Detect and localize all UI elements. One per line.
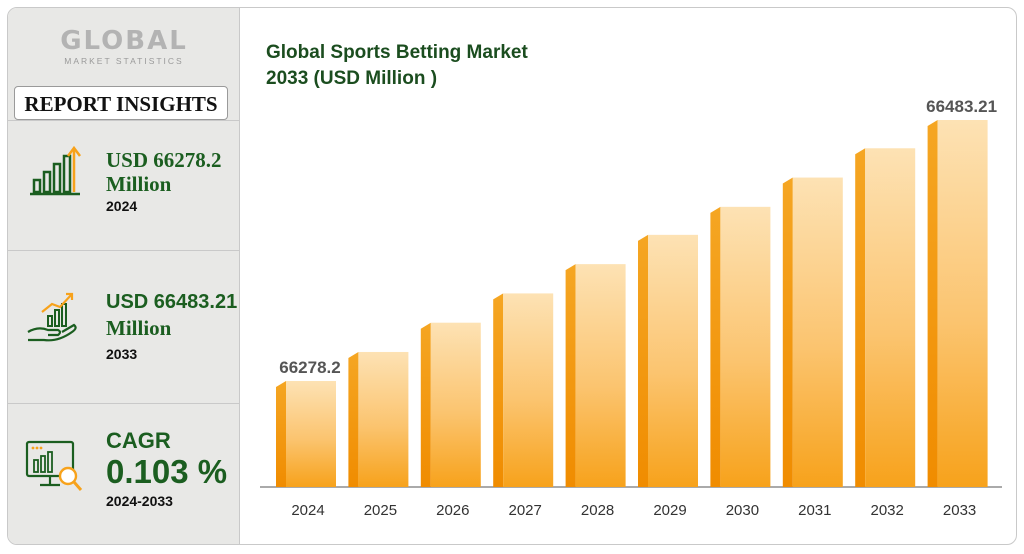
cagr-label: CAGR xyxy=(106,428,171,453)
chart-title-line-1: Global Sports Betting Market xyxy=(266,42,528,63)
stat-value: USD 66483.21 xyxy=(106,291,238,313)
bar-face xyxy=(575,264,626,487)
x-tick-label: 2027 xyxy=(509,502,542,519)
bar-2032 xyxy=(855,148,916,487)
stat-year: 2024 xyxy=(106,198,138,214)
bar-face xyxy=(648,234,698,487)
x-tick-label: 2028 xyxy=(581,502,614,519)
bar-2025 xyxy=(348,351,409,487)
x-tick-label: 2026 xyxy=(436,502,469,519)
stat-cagr: CAGR 0.103 % 2024-2033 xyxy=(106,428,228,510)
bar-side xyxy=(276,381,286,487)
bar-face xyxy=(430,322,481,487)
x-tick-label: 2029 xyxy=(653,502,686,519)
bar-face xyxy=(503,293,554,487)
bar-side xyxy=(348,351,359,487)
bar-side xyxy=(927,120,938,487)
chart-title: Global Sports Betting Market 2033 (USD M… xyxy=(266,40,528,92)
bar-side xyxy=(565,264,576,487)
stat-value: USD 66278.2 xyxy=(106,148,222,172)
x-tick-label: 2032 xyxy=(871,502,904,519)
report-insights-heading: REPORT INSIGHTS xyxy=(14,86,228,120)
monitor-analytics-icon xyxy=(25,440,83,491)
brand-name: GLOBAL xyxy=(60,26,188,56)
bar-2030 xyxy=(710,206,771,487)
bar-2028 xyxy=(565,264,626,487)
bar-face xyxy=(937,120,988,487)
x-tick-label: 2033 xyxy=(943,502,976,519)
bar-side xyxy=(710,206,721,487)
data-label: 66278.2 xyxy=(279,358,340,377)
bar-face xyxy=(286,381,336,487)
cagr-period: 2024-2033 xyxy=(106,493,173,509)
divider xyxy=(8,403,240,404)
bar-face xyxy=(720,206,771,487)
stat-end-value: USD 66483.21 Million 2033 xyxy=(106,290,237,362)
x-tick-label: 2024 xyxy=(291,502,324,519)
bar-side xyxy=(855,148,866,487)
chart-title-line-2: 2033 (USD Million ) xyxy=(266,68,438,89)
bar-side xyxy=(782,177,793,487)
bar-face xyxy=(865,148,916,487)
bar-face xyxy=(792,177,843,487)
bar-2033 xyxy=(927,120,988,487)
x-tick-label: 2031 xyxy=(798,502,831,519)
x-tick-label: 2030 xyxy=(726,502,759,519)
stat-unit: Million xyxy=(106,316,172,340)
bar-2031 xyxy=(782,177,843,487)
divider xyxy=(8,250,240,251)
cagr-value: 0.103 % xyxy=(106,453,228,490)
data-label: 66483.21 xyxy=(926,97,997,116)
brand-logo: GLOBAL MARKET STATISTICS xyxy=(8,26,240,66)
bar-side xyxy=(420,322,431,487)
bar-side xyxy=(638,234,648,487)
bar-2027 xyxy=(493,293,554,487)
bar-2024 xyxy=(276,381,336,487)
bar-2026 xyxy=(420,322,481,487)
bar-face xyxy=(358,351,409,487)
bar-2029 xyxy=(638,234,698,487)
stat-start-value: USD 66278.2 Million 2024 xyxy=(106,148,222,214)
divider xyxy=(8,120,240,121)
bar-side xyxy=(493,293,504,487)
bar-chart-growth-icon xyxy=(30,145,81,196)
stat-year: 2033 xyxy=(106,346,138,362)
infographic-frame: GLOBAL MARKET STATISTICS REPORT INSIGHTS… xyxy=(7,7,1017,545)
stat-unit: Million xyxy=(106,172,172,196)
x-tick-label: 2025 xyxy=(364,502,397,519)
brand-tagline: MARKET STATISTICS xyxy=(64,56,184,66)
hand-holding-chart-icon xyxy=(27,292,77,342)
bar-chart: 2024 2025 2026 2027 2028 2029 2030 2031 2032 2033… xyxy=(260,97,1002,519)
report-sidebar: GLOBAL MARKET STATISTICS REPORT INSIGHTS… xyxy=(8,8,240,544)
